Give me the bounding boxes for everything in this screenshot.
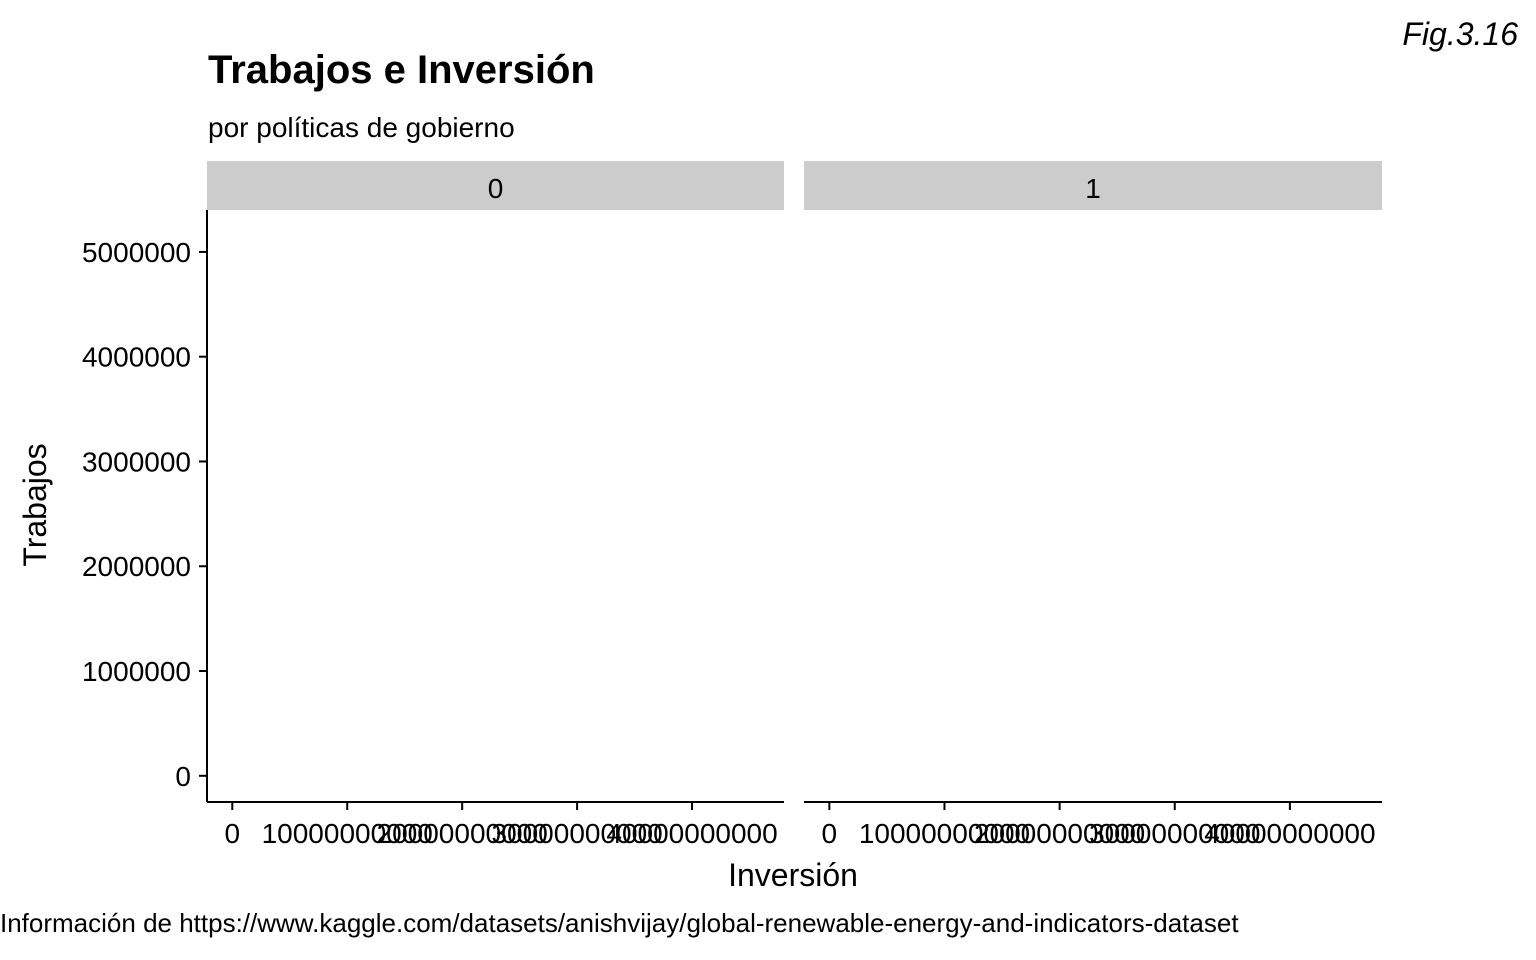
x-axis-label: Inversión <box>728 857 858 893</box>
source-caption: Información de https://www.kaggle.com/da… <box>0 908 1239 938</box>
y-tick-label: 5000000 <box>82 237 191 268</box>
facet-strip <box>804 161 1382 210</box>
y-axis-label: Trabajos <box>17 443 53 566</box>
y-tick-label: 0 <box>175 761 191 792</box>
x-tick-label: 20000000000 <box>974 818 1145 849</box>
facet-strip-label: 0 <box>488 173 504 204</box>
x-tick-label: 10000000000 <box>859 818 1030 849</box>
x-tick-label: 40000000000 <box>1204 818 1375 849</box>
x-tick-label: 30000000000 <box>491 818 662 849</box>
facet-strip <box>207 161 784 210</box>
y-tick-label: 2000000 <box>82 551 191 582</box>
y-tick-label: 4000000 <box>82 342 191 373</box>
x-tick-label: 20000000000 <box>377 818 548 849</box>
facet-panel-1: 1 0 10000000000200000000003000000000040000… <box>804 161 1382 849</box>
x-tick-label: 10000000000 <box>262 818 433 849</box>
x-tick-label: 30000000000 <box>1089 818 1260 849</box>
facet-strip-label: 1 <box>1085 173 1101 204</box>
y-tick-label: 3000000 <box>82 446 191 477</box>
chart-subtitle: por políticas de gobierno <box>208 112 515 143</box>
facet-panel-0: 00 10000000000200000000003000000000040000… <box>82 161 784 849</box>
y-tick-label: 1000000 <box>82 656 191 687</box>
x-tick-label: 0 <box>822 818 838 849</box>
figure-tag: Fig.3.16 <box>1402 16 1518 52</box>
x-tick-label: 40000000000 <box>606 818 777 849</box>
chart-title: Trabajos e Inversión <box>208 48 595 92</box>
x-tick-label: 0 <box>224 818 240 849</box>
